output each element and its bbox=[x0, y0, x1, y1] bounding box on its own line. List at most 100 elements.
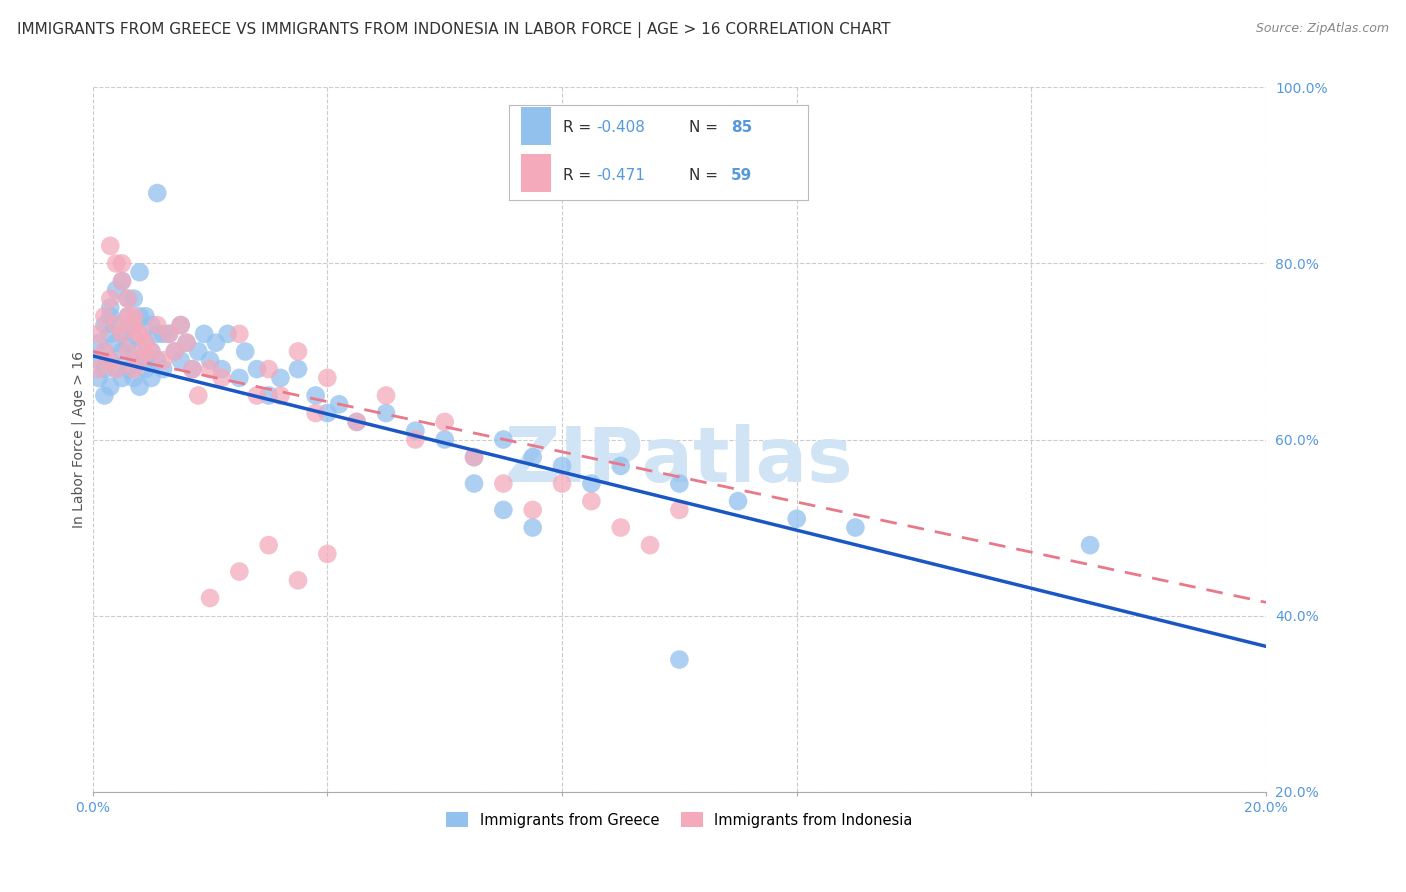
Point bbox=[93, 362, 115, 376]
Point bbox=[87, 353, 110, 368]
Point bbox=[163, 344, 186, 359]
Point bbox=[727, 494, 749, 508]
Point bbox=[111, 326, 134, 341]
Point bbox=[1078, 538, 1101, 552]
Point bbox=[316, 547, 339, 561]
Point bbox=[128, 353, 150, 368]
Point bbox=[346, 415, 368, 429]
Point bbox=[328, 397, 350, 411]
Point bbox=[187, 344, 209, 359]
Point bbox=[122, 318, 145, 332]
Point bbox=[134, 353, 156, 368]
Point bbox=[146, 318, 169, 332]
Point bbox=[668, 652, 690, 666]
Point bbox=[181, 362, 204, 376]
Point bbox=[157, 326, 180, 341]
Point bbox=[551, 476, 574, 491]
Point bbox=[105, 318, 128, 332]
Point bbox=[170, 318, 193, 332]
Point bbox=[246, 388, 269, 402]
Point bbox=[117, 292, 139, 306]
Point bbox=[105, 256, 128, 270]
Point bbox=[228, 565, 250, 579]
Point bbox=[609, 520, 631, 534]
Point bbox=[287, 362, 309, 376]
Point bbox=[287, 574, 309, 588]
Point bbox=[198, 362, 221, 376]
Point bbox=[146, 186, 169, 200]
Point bbox=[233, 344, 256, 359]
Point bbox=[93, 310, 115, 324]
Point bbox=[257, 362, 280, 376]
Point bbox=[346, 415, 368, 429]
Point bbox=[228, 326, 250, 341]
Point bbox=[87, 362, 110, 376]
Point bbox=[111, 274, 134, 288]
Point bbox=[122, 344, 145, 359]
Point bbox=[122, 310, 145, 324]
Point bbox=[128, 353, 150, 368]
Point bbox=[211, 362, 233, 376]
Point bbox=[176, 335, 198, 350]
Y-axis label: In Labor Force | Age > 16: In Labor Force | Age > 16 bbox=[72, 351, 86, 528]
Point bbox=[198, 353, 221, 368]
Point bbox=[176, 335, 198, 350]
Point bbox=[117, 344, 139, 359]
Point bbox=[211, 371, 233, 385]
Point bbox=[98, 353, 121, 368]
Point bbox=[117, 310, 139, 324]
Point bbox=[844, 520, 866, 534]
Point bbox=[404, 433, 426, 447]
Point bbox=[93, 344, 115, 359]
Point bbox=[98, 353, 121, 368]
Point bbox=[93, 388, 115, 402]
Point bbox=[128, 326, 150, 341]
Point bbox=[134, 310, 156, 324]
Point bbox=[228, 371, 250, 385]
Text: Source: ZipAtlas.com: Source: ZipAtlas.com bbox=[1256, 22, 1389, 36]
Point bbox=[98, 301, 121, 315]
Point bbox=[269, 371, 291, 385]
Point bbox=[98, 310, 121, 324]
Point bbox=[609, 458, 631, 473]
Point bbox=[122, 362, 145, 376]
Point bbox=[111, 326, 134, 341]
Point bbox=[304, 406, 326, 420]
Point bbox=[193, 326, 215, 341]
Point bbox=[87, 371, 110, 385]
Point bbox=[134, 362, 156, 376]
Point bbox=[786, 512, 808, 526]
Text: IMMIGRANTS FROM GREECE VS IMMIGRANTS FROM INDONESIA IN LABOR FORCE | AGE > 16 CO: IMMIGRANTS FROM GREECE VS IMMIGRANTS FRO… bbox=[17, 22, 890, 38]
Point bbox=[152, 362, 174, 376]
Point bbox=[668, 503, 690, 517]
Point bbox=[638, 538, 661, 552]
Point bbox=[87, 335, 110, 350]
Point bbox=[375, 388, 398, 402]
Point bbox=[105, 318, 128, 332]
Point bbox=[105, 362, 128, 376]
Point bbox=[170, 318, 193, 332]
Point bbox=[152, 353, 174, 368]
Point bbox=[105, 283, 128, 297]
Point bbox=[141, 344, 163, 359]
Point bbox=[122, 292, 145, 306]
Point bbox=[117, 362, 139, 376]
Point bbox=[105, 362, 128, 376]
Point bbox=[128, 326, 150, 341]
Point bbox=[98, 380, 121, 394]
Point bbox=[134, 335, 156, 350]
Point bbox=[492, 503, 515, 517]
Point bbox=[128, 380, 150, 394]
Point bbox=[122, 371, 145, 385]
Point bbox=[98, 292, 121, 306]
Text: ZIPatlas: ZIPatlas bbox=[505, 424, 853, 498]
Point bbox=[170, 353, 193, 368]
Point bbox=[141, 344, 163, 359]
Point bbox=[433, 433, 456, 447]
Point bbox=[157, 326, 180, 341]
Point bbox=[257, 538, 280, 552]
Point bbox=[205, 335, 228, 350]
Point bbox=[117, 292, 139, 306]
Point bbox=[128, 265, 150, 279]
Point bbox=[134, 335, 156, 350]
